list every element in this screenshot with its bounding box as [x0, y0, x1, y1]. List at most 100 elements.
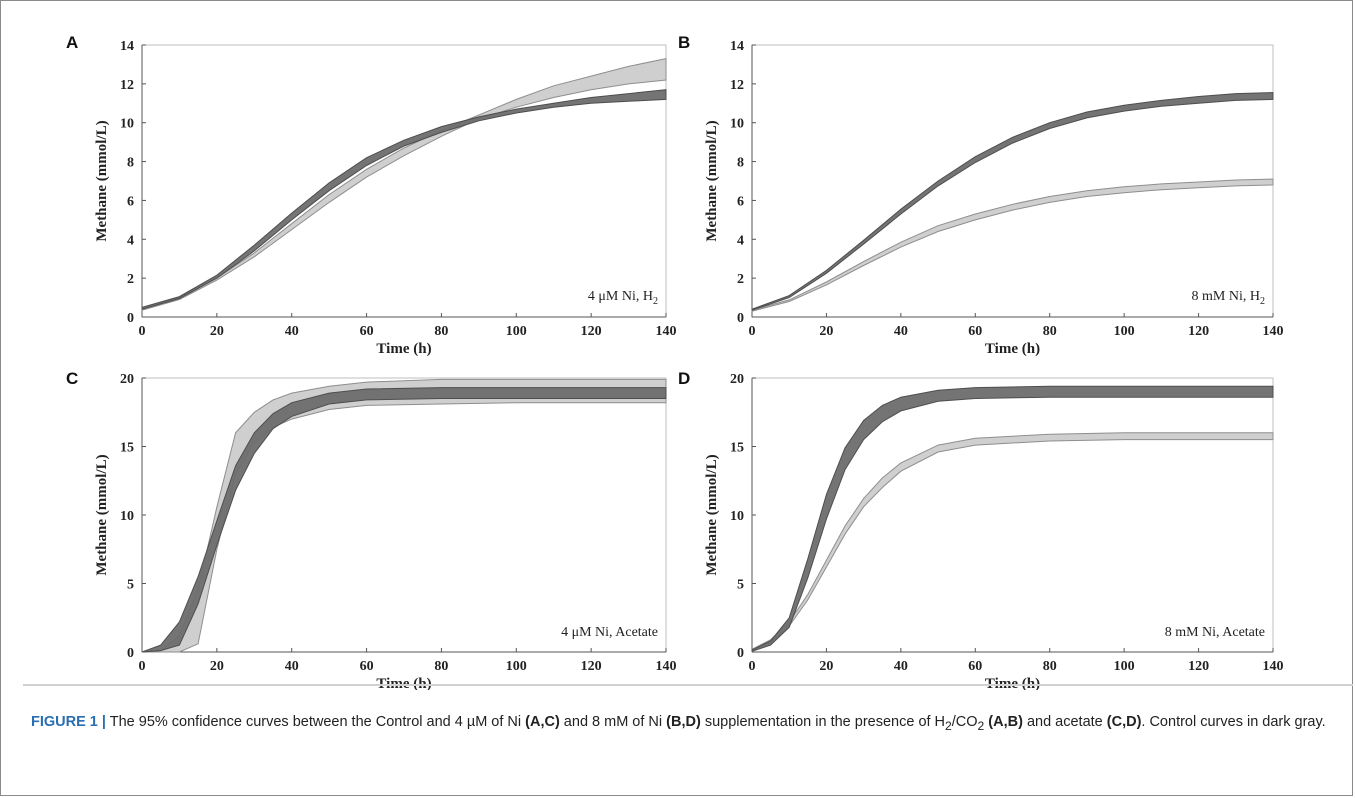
- x-tick-label: 0: [139, 324, 146, 339]
- panel-annotation: 4 μM Ni, Acetate: [561, 625, 658, 640]
- x-tick-label: 60: [968, 659, 982, 674]
- y-tick-label: 10: [120, 509, 134, 524]
- y-tick-label: 20: [120, 372, 134, 387]
- y-tick-label: 0: [127, 311, 134, 326]
- x-tick-label: 80: [1043, 659, 1057, 674]
- y-tick-label: 0: [737, 311, 744, 326]
- y-tick-label: 15: [730, 441, 744, 456]
- panel-annotation: 8 mM Ni, H2: [1192, 289, 1265, 307]
- x-tick-label: 60: [360, 659, 374, 674]
- y-tick-label: 20: [730, 372, 744, 387]
- caption-text-part: supplementation in the presence of H: [700, 714, 946, 730]
- y-tick-label: 12: [120, 78, 134, 93]
- y-tick-label: 6: [737, 194, 744, 209]
- y-tick-label: 2: [127, 272, 134, 287]
- x-tick-label: 120: [1188, 659, 1209, 674]
- x-tick-label: 40: [285, 659, 299, 674]
- x-tick-label: 0: [749, 324, 756, 339]
- x-tick-label: 140: [1263, 659, 1284, 674]
- y-tick-label: 15: [120, 441, 134, 456]
- y-tick-label: 12: [730, 78, 744, 93]
- caption-text-part: 2: [977, 718, 985, 733]
- x-tick-label: 20: [210, 324, 224, 339]
- y-tick-label: 0: [127, 646, 134, 661]
- x-axis-title: Time (h): [376, 676, 431, 690]
- plot-frame: [751, 44, 1274, 318]
- y-tick-label: 8: [737, 156, 744, 171]
- panel-letter: C: [66, 369, 78, 388]
- x-tick-label: 100: [506, 324, 527, 339]
- control-band: [141, 387, 667, 653]
- caption-text-part: (A,C): [525, 714, 560, 730]
- panel-letter: B: [678, 33, 690, 52]
- y-tick-label: 8: [127, 156, 134, 171]
- panel-letter: A: [66, 33, 78, 52]
- treatment-band: [751, 432, 1274, 652]
- x-axis-title: Time (h): [985, 341, 1040, 357]
- x-tick-label: 100: [506, 659, 527, 674]
- y-tick-label: 10: [730, 117, 744, 132]
- caption-text-part: (C,D): [1106, 714, 1142, 730]
- y-axis-title: Methane (mmol/L): [704, 454, 720, 575]
- control-band: [751, 385, 1274, 652]
- y-tick-label: 6: [127, 194, 134, 209]
- x-tick-label: 140: [656, 659, 677, 674]
- caption-text-part: M of Ni: [475, 714, 526, 730]
- caption-text-part: 2: [945, 718, 952, 733]
- x-tick-label: 40: [894, 324, 908, 339]
- x-tick-label: 80: [1043, 324, 1057, 339]
- panel-letter: D: [678, 369, 690, 388]
- x-tick-label: 20: [819, 659, 833, 674]
- x-tick-label: 0: [139, 659, 146, 674]
- caption-text-part: µ: [466, 714, 476, 730]
- y-tick-label: 14: [120, 39, 134, 54]
- y-tick-label: 14: [730, 39, 744, 54]
- x-tick-label: 60: [360, 324, 374, 339]
- caption-figure-label: FIGURE 1 |: [31, 714, 106, 730]
- x-tick-label: 120: [1188, 324, 1209, 339]
- caption-text-part: (A,B): [988, 714, 1023, 730]
- figure-caption: FIGURE 1 | The 95% confidence curves bet…: [31, 711, 1331, 737]
- x-tick-label: 40: [285, 324, 299, 339]
- panel-annotation: 4 μM Ni, H2: [588, 289, 658, 307]
- x-tick-label: 140: [656, 324, 677, 339]
- caption-text-part: (B,D): [666, 714, 701, 730]
- x-tick-label: 120: [581, 324, 602, 339]
- plot-frame: [751, 377, 1274, 653]
- chart-panel-c: 0 20 40 60 80 100 120 140 0 5 10 15 20 Time (h) Methan…: [66, 369, 677, 690]
- treatment-band: [751, 178, 1274, 312]
- x-tick-label: 40: [894, 659, 908, 674]
- y-tick-label: 4: [737, 233, 744, 248]
- x-tick-label: 20: [210, 659, 224, 674]
- x-tick-label: 100: [1114, 324, 1135, 339]
- caption-text-part: and acetate: [1022, 714, 1107, 730]
- x-tick-label: 100: [1114, 659, 1135, 674]
- chart-panel-a: 0 20 40 60 80 100 120 140 0 2 4 6 8 10 12 14 Time (h) Met…: [66, 33, 677, 357]
- y-axis-title: Methane (mmol/L): [94, 454, 110, 575]
- treatment-band: [141, 57, 667, 311]
- caption-text-part: /CO: [951, 714, 978, 730]
- caption-divider: [23, 684, 1353, 686]
- y-tick-label: 4: [127, 233, 134, 248]
- y-tick-label: 0: [737, 646, 744, 661]
- y-axis-title: Methane (mmol/L): [704, 120, 720, 241]
- x-axis-title: Time (h): [985, 676, 1040, 690]
- x-tick-label: 80: [434, 659, 448, 674]
- y-tick-label: 10: [730, 509, 744, 524]
- x-axis-title: Time (h): [376, 341, 431, 357]
- x-tick-label: 20: [819, 324, 833, 339]
- y-tick-label: 2: [737, 272, 744, 287]
- caption-text-part: The 95% confidence curves between the Co…: [105, 714, 467, 730]
- chart-panel-d: 0 20 40 60 80 100 120 140 0 5 10 15 20 Time (h) Methan…: [678, 369, 1284, 690]
- chart-panel-b: 0 20 40 60 80 100 120 140 0 2 4 6 8 10 12 14 Time (h) Met…: [678, 33, 1284, 357]
- x-tick-label: 120: [581, 659, 602, 674]
- x-tick-label: 80: [434, 324, 448, 339]
- y-axis-title: Methane (mmol/L): [94, 120, 110, 241]
- panel-annotation: 8 mM Ni, Acetate: [1165, 625, 1265, 640]
- x-tick-label: 140: [1263, 324, 1284, 339]
- control-band: [141, 89, 667, 310]
- y-tick-label: 5: [127, 578, 134, 593]
- y-tick-label: 5: [737, 578, 744, 593]
